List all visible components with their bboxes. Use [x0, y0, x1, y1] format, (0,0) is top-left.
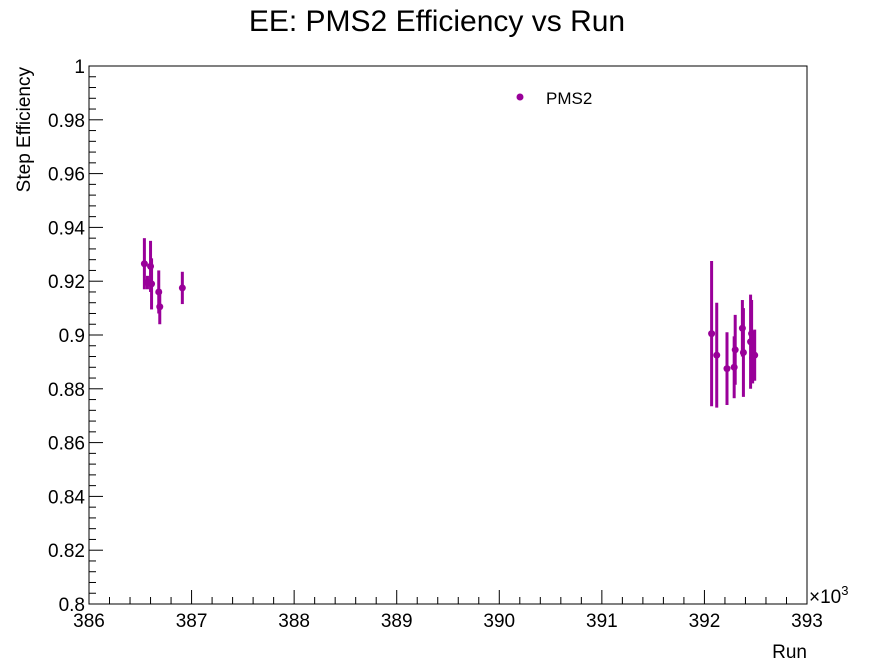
x-tick-label: 388: [278, 611, 310, 632]
y-tick-label: 0.8: [59, 595, 85, 616]
data-point: [713, 351, 721, 359]
y-tick-label: 0.82: [48, 541, 85, 562]
data-point: [723, 365, 731, 373]
x-multiplier-base: ×10: [809, 587, 841, 608]
x-axis-label: Run: [772, 642, 807, 663]
x-tick-label: 389: [381, 611, 413, 632]
data-point: [731, 346, 739, 354]
legend-marker-pms2: [516, 93, 524, 101]
x-multiplier-exponent: 3: [841, 583, 848, 598]
data-point: [708, 330, 716, 338]
y-tick-label: 1: [74, 57, 85, 78]
y-axis-label: Step Efficiency: [14, 67, 35, 193]
x-axis-multiplier: ×103: [809, 583, 848, 608]
data-point: [178, 284, 186, 292]
x-axis: 386 387 388 389 390 391 392 393: [73, 590, 823, 632]
plot-frame: [88, 65, 808, 605]
data-point: [140, 260, 148, 268]
legend-label-pms2: PMS2: [546, 89, 592, 108]
data-point: [156, 303, 164, 311]
y-tick-label: 0.92: [48, 272, 85, 293]
y-tick-label: 0.88: [48, 380, 85, 401]
x-tick-label: 387: [176, 611, 208, 632]
y-tick-label: 0.9: [59, 326, 85, 347]
chart-title: EE: PMS2 Efficiency vs Run: [249, 5, 625, 38]
x-tick-label: 393: [791, 611, 823, 632]
data-point: [148, 280, 156, 288]
data-layer: [140, 238, 759, 408]
y-tick-label: 0.86: [48, 434, 85, 455]
y-axis: 0.8 0.82 0.84 0.86 0.88 0.9 0.92 0.94 0.96 0.98 1: [48, 57, 103, 616]
y-tick-label: 0.98: [48, 111, 85, 132]
legend: PMS2: [516, 89, 592, 108]
x-tick-label: 392: [689, 611, 721, 632]
data-point: [751, 351, 759, 359]
x-tick-label: 391: [586, 611, 618, 632]
y-tick-label: 0.96: [48, 165, 85, 186]
data-point: [739, 348, 747, 356]
x-tick-label: 386: [73, 611, 105, 632]
y-tick-label: 0.84: [48, 487, 85, 508]
x-tick-label: 390: [483, 611, 515, 632]
y-tick-label: 0.94: [48, 218, 85, 239]
